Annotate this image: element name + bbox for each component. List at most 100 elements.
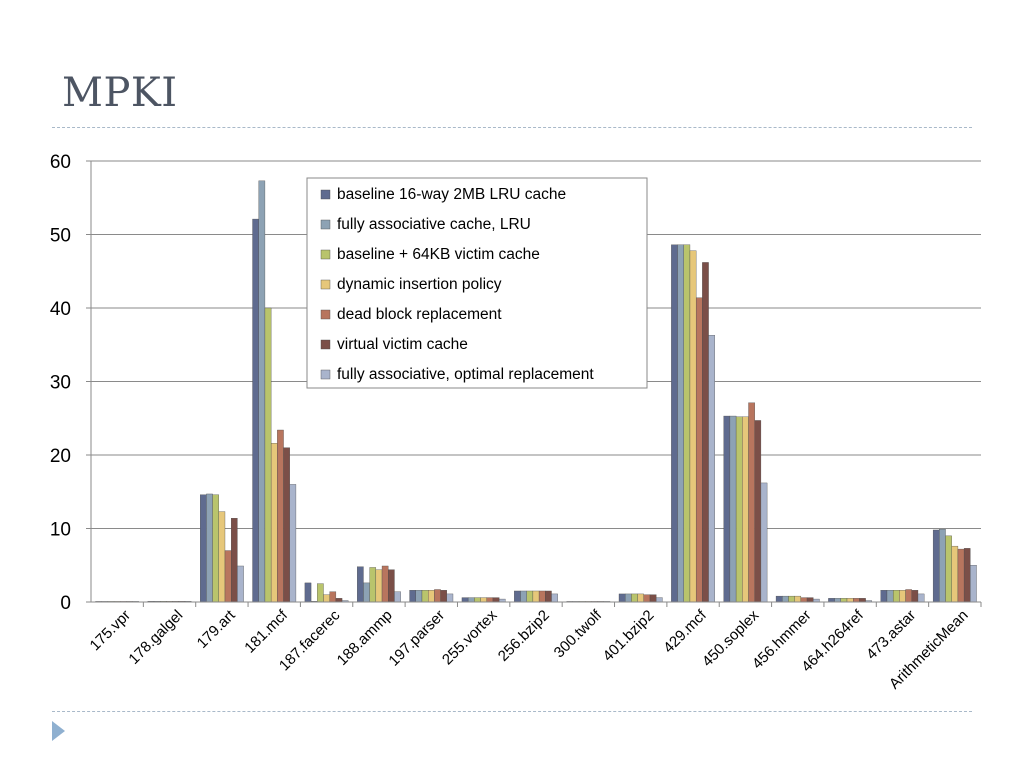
bar-188-ammp-series-3 bbox=[369, 567, 377, 603]
bar-450-soplex-series-7 bbox=[760, 482, 768, 603]
bar-181-mcf-series-6 bbox=[283, 447, 290, 603]
bar-255-vortex-series-3 bbox=[474, 597, 481, 603]
bar-450-soplex-series-4 bbox=[742, 416, 749, 603]
bar-401-bzip2-series-6 bbox=[649, 594, 657, 603]
bar-429-mcf-series-3 bbox=[683, 244, 691, 603]
bar-464-h264ref-series-4 bbox=[846, 598, 854, 603]
legend-swatch bbox=[320, 279, 331, 290]
bar-464-h264ref-series-6 bbox=[859, 598, 866, 603]
bar-179-art-series-7 bbox=[237, 565, 244, 603]
bar-188-ammp-series-6 bbox=[388, 569, 395, 603]
bar-429-mcf-series-5 bbox=[695, 297, 703, 603]
bar-188-ammp-series-2 bbox=[363, 582, 370, 603]
legend-swatch bbox=[320, 339, 331, 350]
bar-255-vortex-series-5 bbox=[486, 597, 494, 603]
bar-181-mcf-series-4 bbox=[270, 443, 278, 603]
gridlines bbox=[91, 160, 981, 529]
bar-181-mcf-series-3 bbox=[264, 307, 272, 603]
bar-181-mcf-series-2 bbox=[258, 180, 266, 603]
bar-456-hmmer-series-4 bbox=[794, 595, 802, 603]
bar-255-vortex-series-2 bbox=[467, 597, 475, 603]
bar-197-parser-series-3 bbox=[421, 590, 429, 603]
bar-401-bzip2-series-5 bbox=[643, 594, 651, 603]
category-label: 429.mcf bbox=[660, 606, 710, 656]
bar-179-art-series-3 bbox=[212, 494, 219, 603]
bar-456-hmmer-series-1 bbox=[775, 595, 783, 603]
legend-label: fully associative, optimal replacement bbox=[337, 366, 594, 383]
y-tick-label: 60 bbox=[50, 152, 71, 173]
y-tick-label: 50 bbox=[50, 226, 71, 247]
bar-429-mcf-series-1 bbox=[671, 244, 678, 603]
bar-473-astar-series-5 bbox=[905, 589, 912, 603]
bar-473-astar-series-4 bbox=[899, 590, 906, 603]
category-label: 181.mcf bbox=[241, 606, 291, 656]
bar-187-facerec-series-4 bbox=[323, 594, 330, 603]
legend-swatch bbox=[320, 369, 331, 380]
bar-179-art-series-4 bbox=[218, 511, 226, 603]
category-label: 401.bzip2 bbox=[600, 607, 658, 665]
bar-197-parser-series-6 bbox=[440, 590, 447, 603]
bar-256-bzip2-series-1 bbox=[514, 590, 521, 603]
bar-473-astar-series-7 bbox=[917, 593, 925, 603]
bar-ArithmeticMean-series-2 bbox=[939, 529, 946, 603]
bar-187-facerec-series-6 bbox=[335, 598, 343, 603]
bar-179-art-series-6 bbox=[231, 518, 238, 603]
bar-256-bzip2-series-6 bbox=[545, 590, 552, 603]
bar-179-art-series-5 bbox=[224, 550, 232, 603]
bar-473-astar-series-2 bbox=[886, 590, 894, 603]
category-label: 256.bzip2 bbox=[495, 607, 553, 665]
legend-label: dead block replacement bbox=[337, 306, 502, 323]
bar-429-mcf-series-7 bbox=[708, 335, 715, 603]
legend-label: baseline 16-way 2MB LRU cache bbox=[337, 186, 566, 203]
legend-swatch bbox=[320, 219, 331, 230]
bar-187-facerec-series-3 bbox=[317, 583, 324, 603]
legend: baseline 16-way 2MB LRU cache fully assoc… bbox=[306, 177, 648, 389]
bar-256-bzip2-series-3 bbox=[526, 590, 534, 603]
bar-181-mcf-series-5 bbox=[277, 429, 284, 603]
bar-179-art-series-1 bbox=[200, 494, 207, 603]
bar-450-soplex-series-5 bbox=[748, 402, 755, 603]
bar-456-hmmer-series-2 bbox=[782, 595, 789, 603]
bar-197-parser-series-4 bbox=[428, 590, 435, 603]
bar-188-ammp-series-4 bbox=[375, 569, 383, 603]
slide-marker-arrow-icon bbox=[52, 721, 65, 741]
category-label: 255.vortex bbox=[439, 606, 501, 668]
bar-464-h264ref-series-2 bbox=[834, 598, 841, 603]
legend-label: dynamic insertion policy bbox=[337, 276, 502, 293]
slide-title: MPKI bbox=[62, 70, 178, 116]
category-label: 175.vpr bbox=[87, 607, 134, 654]
bar-ArithmeticMean-series-7 bbox=[970, 565, 977, 603]
bar-464-h264ref-series-5 bbox=[853, 598, 860, 603]
bar-401-bzip2-series-7 bbox=[656, 597, 663, 603]
y-tick-label: 40 bbox=[50, 299, 71, 320]
bar-456-hmmer-series-6 bbox=[806, 597, 814, 603]
legend-label: virtual victim cache bbox=[337, 336, 468, 353]
bar-464-h264ref-series-1 bbox=[828, 598, 835, 603]
axes bbox=[86, 160, 982, 607]
bar-456-hmmer-series-5 bbox=[800, 597, 808, 603]
top-divider bbox=[52, 127, 972, 128]
legend-box bbox=[306, 177, 648, 389]
bar-188-ammp-series-7 bbox=[394, 591, 401, 603]
bar-256-bzip2-series-5 bbox=[538, 590, 546, 603]
bars bbox=[95, 180, 977, 603]
bar-401-bzip2-series-1 bbox=[618, 593, 626, 603]
bar-450-soplex-series-3 bbox=[735, 416, 743, 603]
bar-255-vortex-series-6 bbox=[492, 597, 500, 603]
y-tick-labels: 0 10 20 30 40 50 60 bbox=[50, 152, 71, 614]
bar-473-astar-series-6 bbox=[911, 590, 919, 603]
category-label: 197.parser bbox=[385, 607, 448, 670]
bar-473-astar-series-3 bbox=[892, 590, 900, 603]
y-tick-label: 20 bbox=[50, 446, 71, 467]
legend-swatch bbox=[320, 309, 331, 320]
bar-ArithmeticMean-series-1 bbox=[932, 529, 940, 603]
bar-ArithmeticMean-series-4 bbox=[951, 545, 959, 603]
bar-401-bzip2-series-3 bbox=[631, 593, 638, 603]
bar-473-astar-series-1 bbox=[880, 590, 888, 603]
y-tick-label: 10 bbox=[50, 520, 71, 541]
category-label: 178.galgel bbox=[125, 607, 186, 668]
bar-256-bzip2-series-2 bbox=[520, 590, 527, 603]
bar-197-parser-series-5 bbox=[434, 589, 441, 603]
bar-256-bzip2-series-7 bbox=[551, 593, 558, 603]
